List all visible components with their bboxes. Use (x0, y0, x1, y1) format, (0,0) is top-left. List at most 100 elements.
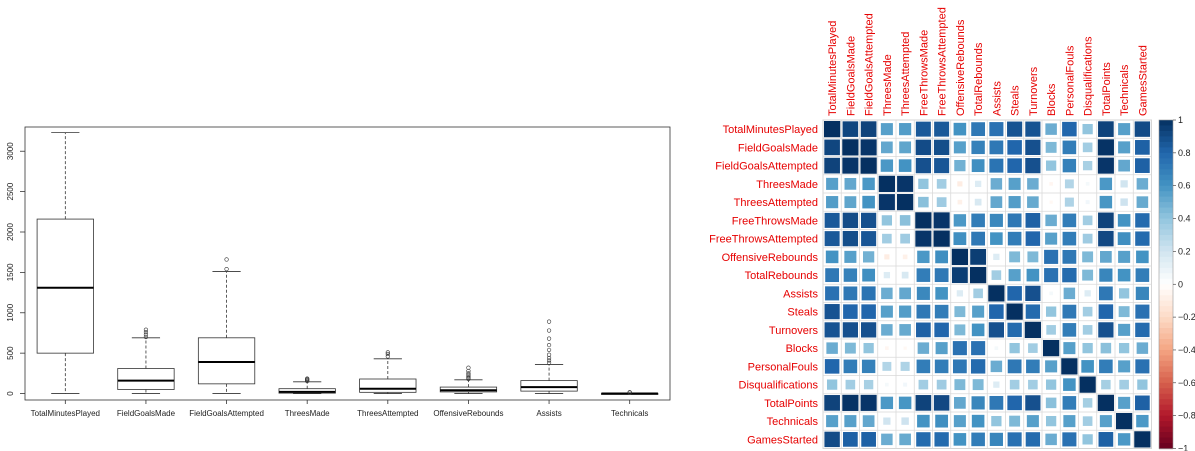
heatmap-cell (826, 196, 839, 209)
column-label: Steals (1010, 85, 1022, 116)
heatmap-cell (915, 139, 932, 156)
outlier-point (305, 376, 310, 381)
heatmap-cell (954, 159, 966, 172)
outlier-point (546, 360, 552, 365)
colorbar-tick-label: 0 (1178, 279, 1183, 289)
heatmap-cell (881, 215, 893, 226)
heatmap-cell (844, 415, 857, 428)
heatmap-cell (934, 322, 949, 338)
heatmap-column-labels: TotalMinutesPlayed FieldGoalsMade FieldGoa… (827, 7, 1149, 116)
column-label: TotalPoints (1101, 62, 1113, 116)
heatmap-cell (989, 122, 1004, 137)
heatmap-cell (953, 141, 966, 154)
heatmap-cell (971, 323, 985, 337)
colorbar-segment (1159, 349, 1173, 357)
heatmap-cell (1099, 359, 1113, 374)
heatmap-cell (1082, 306, 1093, 317)
heatmap-cell (917, 414, 930, 428)
heatmap-cell (935, 287, 948, 300)
heatmap-cell (1025, 139, 1041, 155)
heatmap-cell (1116, 413, 1133, 430)
heatmap-cell (935, 414, 949, 428)
y-tick-label: 2500 (6, 182, 15, 200)
heatmap-cell (956, 290, 964, 297)
heatmap-cell (1082, 142, 1093, 153)
heatmap-cell (1082, 251, 1094, 263)
heatmap-cell (953, 214, 967, 227)
heatmap-cell (934, 359, 949, 374)
heatmap-cell (899, 324, 911, 336)
heatmap-cell (842, 230, 859, 247)
outlier-point (546, 355, 552, 361)
outlier-point (224, 257, 229, 262)
colorbar-tick-label: −0.8 (1178, 411, 1195, 421)
heatmap-cell (1120, 198, 1128, 206)
heatmap-cell (1135, 395, 1150, 411)
heatmap-cell (1045, 160, 1057, 171)
outlier-point (546, 336, 552, 341)
heatmap-cell (933, 395, 950, 411)
heatmap-cell (1045, 214, 1057, 227)
colorbar-segment (1159, 437, 1173, 444)
row-label: Steals (787, 307, 818, 319)
heatmap-cell (1025, 285, 1041, 301)
heatmap-cell (842, 322, 858, 338)
column-label: GamesStarted (1137, 45, 1149, 116)
colorbar-segment (1159, 360, 1173, 367)
colorbar-segment (1159, 366, 1173, 373)
heatmap-cell (824, 431, 840, 448)
heatmap-cell (1006, 303, 1023, 320)
heatmap-cell (881, 287, 893, 300)
row-label: ThreesAttempted (734, 197, 818, 209)
heatmap-cell (934, 268, 949, 283)
heatmap-cell (1045, 433, 1057, 446)
heatmap-cell (972, 379, 984, 391)
heatmap-cell (842, 139, 859, 156)
box-ThreesAttempted (359, 350, 417, 394)
heatmap-cell (826, 379, 838, 390)
heatmap-cell (1008, 177, 1021, 190)
heatmap-cell (971, 213, 985, 228)
heatmap-cell (880, 396, 894, 410)
heatmap-cell (1136, 414, 1149, 428)
heatmap-cell (880, 159, 894, 172)
heatmap-cell (899, 287, 911, 300)
x-tick-label: ThreesMade (285, 409, 330, 418)
heatmap-cell (824, 322, 840, 338)
heatmap-cell (993, 381, 1000, 388)
column-label: FieldGoalsAttempted (864, 13, 876, 116)
heatmap-cell (1082, 160, 1093, 171)
row-label: TotalRebounds (745, 270, 819, 282)
heatmap-cell (1062, 249, 1077, 264)
heatmap-cell (1062, 158, 1077, 173)
heatmap-cell (1081, 360, 1094, 373)
heatmap-cell (862, 268, 876, 282)
heatmap-cell (1100, 251, 1112, 263)
heatmap-cell (972, 305, 985, 318)
column-label: Technicals (1119, 64, 1131, 116)
boxplot-chart: 0 500 1000 1500 2000 2500 3000 TotalMinutesPla… (6, 126, 671, 418)
heatmap-cell (843, 268, 858, 282)
heatmap-cell (1044, 249, 1059, 264)
heatmap-cell (954, 379, 966, 391)
column-label: TotalMinutesPlayed (827, 21, 839, 116)
heatmap-cell (952, 341, 967, 356)
heatmap-cell (1027, 251, 1039, 263)
heatmap-cell (881, 433, 893, 446)
heatmap-cell (897, 194, 914, 211)
heatmap-cell (1099, 268, 1113, 282)
heatmap-cell (1061, 358, 1078, 375)
outlier-point (466, 376, 471, 382)
colorbar-segment (1159, 443, 1173, 450)
heatmap-cell (1062, 213, 1077, 228)
heatmap-cell (990, 178, 1003, 190)
heatmap-cell (989, 432, 1003, 446)
heatmap-cell (953, 415, 966, 428)
heatmap-cell (1026, 415, 1039, 428)
heatmap-cell (971, 159, 985, 173)
heatmap-cell (935, 250, 949, 264)
heatmap-cell (974, 180, 982, 188)
heatmap-cell (885, 382, 889, 387)
colorbar-segment (1159, 415, 1173, 422)
heatmap-cell (900, 233, 910, 244)
